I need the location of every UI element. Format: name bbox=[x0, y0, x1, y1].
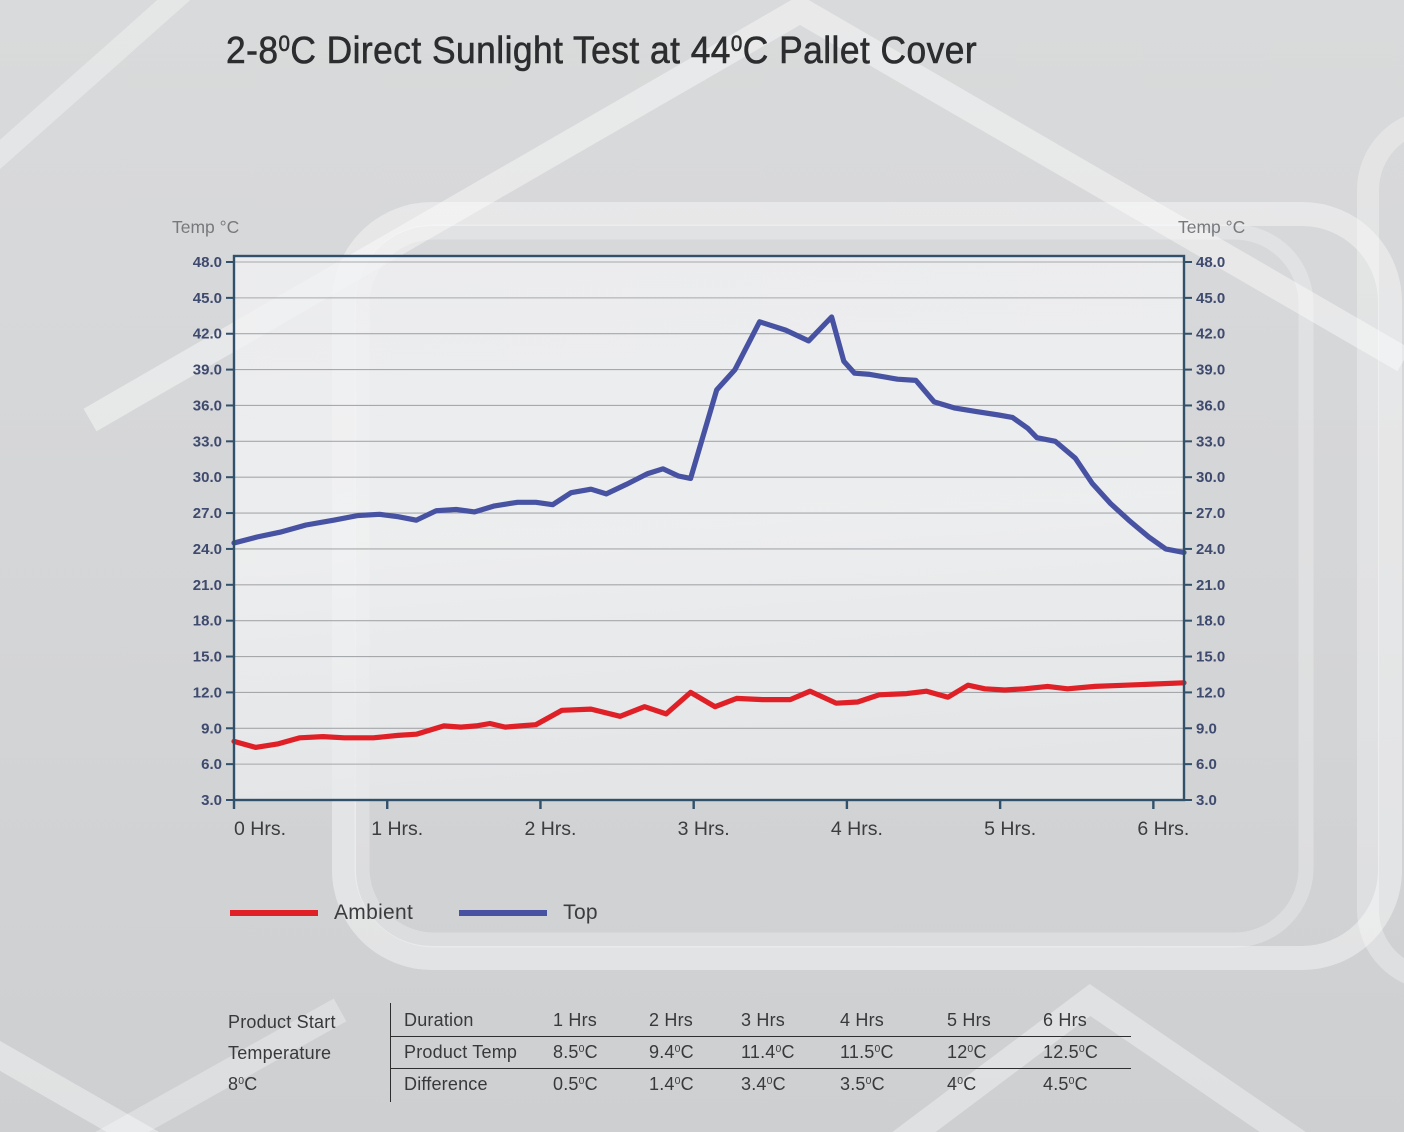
svg-text:18.0: 18.0 bbox=[193, 613, 222, 630]
svg-text:21.0: 21.0 bbox=[193, 577, 222, 594]
svg-text:9.0: 9.0 bbox=[201, 720, 222, 737]
svg-text:24.0: 24.0 bbox=[193, 541, 222, 558]
svg-text:1 Hrs.: 1 Hrs. bbox=[371, 818, 423, 840]
svg-text:9.0: 9.0 bbox=[1196, 720, 1217, 737]
table-header-cell: 5 Hrs bbox=[947, 1005, 1043, 1037]
svg-text:15.0: 15.0 bbox=[1196, 649, 1225, 666]
svg-text:18.0: 18.0 bbox=[1196, 613, 1225, 630]
legend-swatch-ambient bbox=[230, 910, 318, 916]
legend-label: Ambient bbox=[334, 901, 414, 924]
svg-text:12.0: 12.0 bbox=[193, 684, 222, 701]
chart-plot-area: 3.0 3.0 6.0 6.0 9.0 9.0 12.0 12.0 15.0 15.0 18.0 18… bbox=[172, 217, 1245, 840]
svg-text:4 Hrs.: 4 Hrs. bbox=[831, 818, 883, 840]
table-cell: 4.50C bbox=[1043, 1074, 1088, 1094]
table-cell: 9.40C bbox=[649, 1037, 741, 1069]
table-header-cell: Duration bbox=[391, 1005, 553, 1037]
table-cell: Difference bbox=[404, 1074, 488, 1094]
svg-text:39.0: 39.0 bbox=[1196, 362, 1225, 379]
y-axis-title-left: Temp °C bbox=[172, 217, 239, 237]
product-start-line: Product Start bbox=[228, 1012, 336, 1032]
legend-item-ambient: Ambient bbox=[230, 901, 413, 925]
svg-text:45.0: 45.0 bbox=[193, 290, 222, 307]
svg-text:5 Hrs.: 5 Hrs. bbox=[984, 818, 1036, 840]
table-header-cell: 4 Hrs bbox=[840, 1005, 947, 1037]
product-start-line: 80C bbox=[228, 1074, 258, 1094]
svg-text:3.0: 3.0 bbox=[1196, 792, 1217, 809]
table-cell: 11.40C bbox=[741, 1037, 840, 1069]
table-cell: 0.50C bbox=[553, 1074, 598, 1094]
svg-text:27.0: 27.0 bbox=[1196, 505, 1225, 522]
legend-item-top: Top bbox=[459, 901, 598, 925]
table-cell: 12.50C bbox=[1043, 1037, 1131, 1069]
table-cell: 8.50C bbox=[553, 1037, 649, 1069]
table-cell: 3.40C bbox=[741, 1074, 786, 1094]
svg-text:27.0: 27.0 bbox=[193, 505, 222, 522]
svg-text:45.0: 45.0 bbox=[1196, 290, 1225, 307]
table-cell: 1.40C bbox=[649, 1074, 694, 1094]
svg-text:3 Hrs.: 3 Hrs. bbox=[678, 818, 730, 840]
table-header-cell: 6 Hrs bbox=[1043, 1005, 1131, 1037]
y-axis-title-right: Temp °C bbox=[1178, 217, 1245, 237]
svg-text:6 Hrs.: 6 Hrs. bbox=[1137, 818, 1189, 840]
svg-text:42.0: 42.0 bbox=[1196, 326, 1225, 343]
svg-text:30.0: 30.0 bbox=[1196, 469, 1225, 486]
svg-text:2 Hrs.: 2 Hrs. bbox=[524, 818, 576, 840]
legend-label: Top bbox=[563, 901, 598, 924]
table-header-cell: 1 Hrs bbox=[553, 1005, 649, 1037]
table-cell: 40C bbox=[947, 1074, 977, 1094]
product-start-label: Product Start Temperature 80C bbox=[228, 1007, 336, 1103]
svg-text:42.0: 42.0 bbox=[193, 326, 222, 343]
svg-text:36.0: 36.0 bbox=[1196, 397, 1225, 414]
svg-text:24.0: 24.0 bbox=[1196, 541, 1225, 558]
svg-text:48.0: 48.0 bbox=[193, 254, 222, 271]
svg-text:21.0: 21.0 bbox=[1196, 577, 1225, 594]
svg-text:33.0: 33.0 bbox=[193, 433, 222, 450]
table-cell: 3.50C bbox=[840, 1074, 885, 1094]
chart-title: 2-80C Direct Sunlight Test at 440C Palle… bbox=[226, 30, 978, 73]
product-start-line: Temperature bbox=[228, 1043, 332, 1063]
svg-text:6.0: 6.0 bbox=[201, 756, 222, 773]
chart-legend: Ambient Top bbox=[230, 899, 598, 927]
table-cell: Product Temp bbox=[391, 1037, 553, 1069]
svg-text:3.0: 3.0 bbox=[201, 792, 222, 809]
svg-text:15.0: 15.0 bbox=[193, 649, 222, 666]
svg-text:36.0: 36.0 bbox=[193, 397, 222, 414]
svg-text:48.0: 48.0 bbox=[1196, 254, 1225, 271]
table-cell: 120C bbox=[947, 1037, 1043, 1069]
svg-text:12.0: 12.0 bbox=[1196, 684, 1225, 701]
summary-table: Duration 1 Hrs 2 Hrs 3 Hrs 4 Hrs 5 Hrs 6 Hrs Pr… bbox=[390, 1003, 1131, 1102]
svg-text:0 Hrs.: 0 Hrs. bbox=[234, 818, 286, 840]
line-chart: 3.0 3.0 6.0 6.0 9.0 9.0 12.0 12.0 15.0 15.0 18.0 18… bbox=[150, 205, 1260, 865]
table-cell: 11.50C bbox=[840, 1037, 947, 1069]
svg-text:30.0: 30.0 bbox=[193, 469, 222, 486]
table-header-cell: 2 Hrs bbox=[649, 1005, 741, 1037]
svg-text:33.0: 33.0 bbox=[1196, 433, 1225, 450]
table-header-cell: 3 Hrs bbox=[741, 1005, 840, 1037]
legend-swatch-top bbox=[459, 910, 548, 916]
svg-text:39.0: 39.0 bbox=[193, 362, 222, 379]
svg-text:6.0: 6.0 bbox=[1196, 756, 1217, 773]
